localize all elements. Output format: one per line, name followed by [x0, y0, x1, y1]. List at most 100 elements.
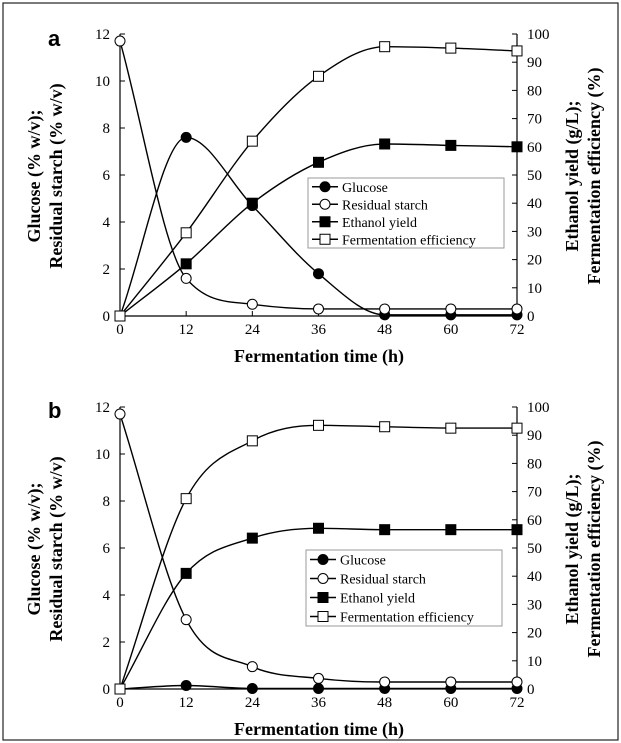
- fermentation-efficiency-point: [511, 45, 523, 57]
- fermentation-efficiency-point: [246, 135, 258, 147]
- glucose-point: [180, 131, 192, 143]
- legend: Glucose Residual starch Ethanol yield Ferme…: [307, 177, 505, 249]
- left-y-tick-label: 0: [103, 309, 111, 325]
- right-y-tick-label: 80: [527, 456, 542, 472]
- right-y-tick-labels: 0 10 20 30 40 50 60 70 80 90 100: [527, 400, 550, 698]
- residual-starch-point: [511, 676, 523, 688]
- left-y-tick-label: 4: [103, 588, 111, 604]
- panel-letter: a: [48, 26, 61, 51]
- ethanol-yield-point: [445, 139, 457, 151]
- x-tick-label: 0: [116, 322, 124, 338]
- left-y-tick-label: 12: [95, 400, 110, 416]
- x-tick-label: 60: [443, 322, 458, 338]
- left-y-tick-label: 12: [95, 27, 110, 43]
- residual-starch-point: [246, 661, 258, 673]
- left-y-tick-labels: 0 2 4 6 8 10 12: [95, 27, 111, 325]
- right-y-tick-label: 70: [527, 485, 542, 501]
- right-y-tick-label: 100: [527, 400, 550, 416]
- legend: Glucose Residual starch Ethanol yield Ferme…: [305, 549, 503, 627]
- right-y-tick-label: 60: [527, 140, 542, 156]
- fermentation-efficiency-point: [114, 310, 126, 322]
- right-y-tick-label: 10: [527, 281, 542, 297]
- right-y-tick-label: 90: [527, 55, 542, 71]
- fermentation-efficiency-point: [180, 227, 192, 239]
- x-tick-label: 36: [311, 322, 327, 338]
- fermentation-efficiency-point: [445, 422, 457, 434]
- residual-starch-point: [511, 303, 523, 315]
- left-y-tick-label: 10: [95, 74, 110, 90]
- legend-marker-residual-starch: [317, 573, 329, 584]
- ethanol-yield-point: [445, 524, 457, 536]
- legend-label: Glucose: [340, 554, 386, 569]
- right-y-tick-label: 90: [527, 428, 542, 444]
- right-y-tick-label: 20: [527, 626, 542, 642]
- left-y-tick-labels: 0 2 4 6 8 10 12: [95, 400, 111, 698]
- right-y-tick-labels: 0 10 20 30 40 50 60 70 80 90 100: [527, 27, 550, 325]
- right-y-tick-label: 0: [527, 309, 535, 325]
- right-y-axis-title-line2: Fermentation efficiency (%): [584, 68, 605, 285]
- left-y-axis-title-line2: Residual starch (% w/v): [46, 456, 67, 641]
- right-y-tick-label: 10: [527, 654, 542, 670]
- fermentation-efficiency-point: [313, 419, 324, 431]
- residual-starch-point: [445, 303, 457, 315]
- residual-starch-point: [180, 614, 192, 626]
- x-tick-label: 0: [116, 695, 124, 711]
- ethanol-yield-point: [379, 138, 391, 150]
- residual-starch-point: [379, 676, 391, 688]
- ethanol-yield-point: [246, 532, 258, 544]
- x-tick-label: 48: [377, 322, 392, 338]
- ethanol-yield-point: [180, 258, 192, 270]
- legend-marker-glucose: [317, 554, 329, 565]
- left-y-axis-title-line1: Glucose (% w/v);: [24, 110, 45, 243]
- left-y-tick-label: 6: [103, 168, 111, 184]
- fermentation-efficiency-point: [180, 493, 192, 505]
- x-tick-label: 72: [510, 695, 525, 711]
- glucose-point: [246, 683, 258, 695]
- x-tick-label: 12: [179, 695, 194, 711]
- x-tick-label: 72: [510, 322, 525, 338]
- right-y-tick-label: 50: [527, 168, 542, 184]
- ethanol-yield-point: [313, 156, 324, 168]
- ethanol-yield-point: [180, 567, 192, 579]
- fermentation-efficiency-point: [511, 422, 523, 434]
- legend-label: Glucose: [342, 181, 388, 196]
- ethanol-yield-point: [511, 524, 523, 536]
- residual-starch-point: [445, 676, 457, 688]
- series-markers: [114, 35, 523, 322]
- legend-marker-fermentation-efficiency: [317, 611, 329, 622]
- right-y-tick-label: 40: [527, 196, 542, 212]
- right-y-tick-label: 50: [527, 541, 542, 557]
- fermentation-efficiency-point: [246, 435, 258, 447]
- x-axis-title: Fermentation time (h): [234, 346, 404, 367]
- left-y-tick-label: 2: [103, 635, 111, 651]
- legend-label: Ethanol yield: [342, 216, 417, 231]
- legend-box: [305, 549, 503, 627]
- left-y-tick-label: 8: [103, 494, 111, 510]
- left-y-axis-title-line2: Residual starch (% w/v): [46, 83, 67, 268]
- fermentation-efficiency-point: [379, 421, 391, 433]
- legend-label: Fermentation efficiency: [342, 233, 476, 248]
- legend-label: Residual starch: [342, 198, 428, 213]
- left-y-tick-label: 0: [103, 682, 111, 698]
- legend-marker-ethanol-yield: [317, 592, 329, 603]
- right-y-tick-label: 0: [527, 682, 535, 698]
- left-y-tick-label: 6: [103, 541, 111, 557]
- legend-marker-ethanol-yield: [319, 216, 331, 228]
- right-y-tick-label: 30: [527, 224, 542, 240]
- x-tick-label: 48: [377, 695, 392, 711]
- right-y-tick-label: 30: [527, 597, 542, 613]
- panel-letter: b: [48, 398, 61, 423]
- fermentation-efficiency-point: [114, 683, 126, 695]
- legend-label: Fermentation efficiency: [340, 611, 474, 626]
- glucose-point: [180, 679, 192, 691]
- legend-marker-fermentation-efficiency: [319, 233, 331, 245]
- ethanol-yield-point: [246, 197, 258, 209]
- residual-starch-point: [114, 35, 126, 47]
- x-tick-label: 60: [443, 695, 458, 711]
- fermentation-efficiency-point: [379, 41, 391, 53]
- x-tick-label: 36: [311, 695, 327, 711]
- ethanol-yield-point: [511, 141, 523, 153]
